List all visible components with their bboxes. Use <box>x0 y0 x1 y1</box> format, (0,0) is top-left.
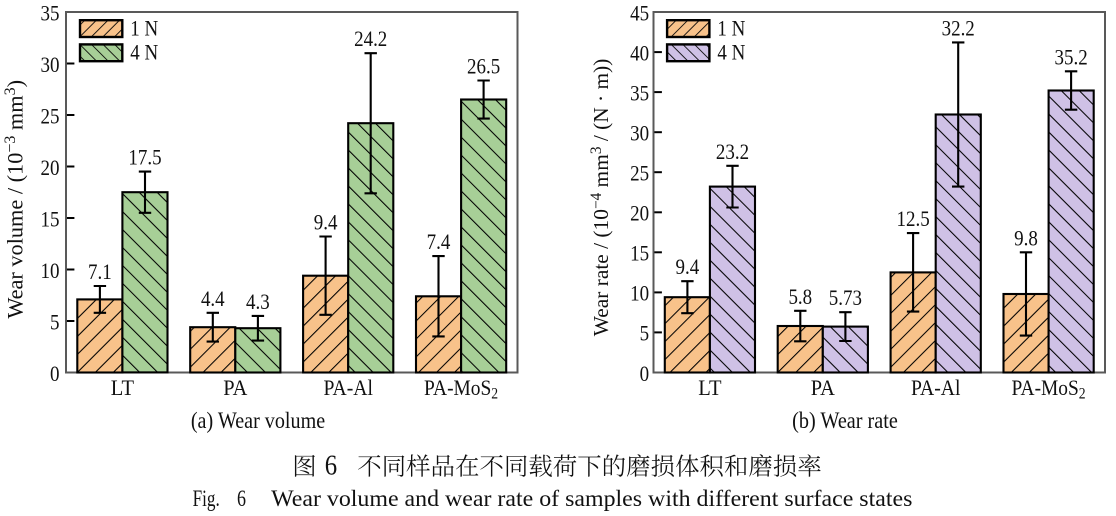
svg-text:PA-Al: PA-Al <box>323 375 373 400</box>
svg-text:15: 15 <box>630 241 649 266</box>
svg-text:30: 30 <box>41 52 60 77</box>
svg-text:25: 25 <box>41 103 60 128</box>
svg-text:35.2: 35.2 <box>1055 44 1088 69</box>
svg-text:PA: PA <box>811 375 835 400</box>
svg-text:20: 20 <box>41 155 60 180</box>
svg-text:Fig.: Fig. <box>193 486 220 512</box>
svg-text:PA: PA <box>223 375 247 400</box>
svg-text:9.8: 9.8 <box>1014 225 1038 250</box>
svg-text:0: 0 <box>50 361 60 386</box>
svg-text:25: 25 <box>630 161 649 186</box>
svg-text:40: 40 <box>630 40 649 65</box>
svg-text:10: 10 <box>630 281 649 306</box>
svg-text:(a) Wear volume: (a) Wear volume <box>191 408 325 433</box>
svg-text:9.4: 9.4 <box>314 210 338 235</box>
svg-text:PA-MoS2: PA-MoS2 <box>424 375 498 403</box>
svg-text:20: 20 <box>630 201 649 226</box>
svg-text:12.5: 12.5 <box>897 206 930 231</box>
svg-text:(b) Wear rate: (b) Wear rate <box>792 408 898 433</box>
svg-text:4.3: 4.3 <box>246 289 270 314</box>
svg-text:24.2: 24.2 <box>354 26 387 51</box>
svg-text:35: 35 <box>630 80 649 105</box>
svg-text:6: 6 <box>237 486 246 512</box>
svg-text:26.5: 26.5 <box>467 54 500 79</box>
svg-text:6: 6 <box>325 450 337 482</box>
svg-text:10: 10 <box>41 258 60 283</box>
svg-text:17.5: 17.5 <box>128 145 161 170</box>
svg-text:4 N: 4 N <box>130 40 158 65</box>
svg-text:1 N: 1 N <box>130 16 158 41</box>
svg-text:1 N: 1 N <box>717 16 745 41</box>
svg-text:9.4: 9.4 <box>676 254 700 279</box>
svg-text:32.2: 32.2 <box>942 15 975 40</box>
svg-text:5.73: 5.73 <box>829 285 862 310</box>
svg-text:PA-MoS2: PA-MoS2 <box>1012 375 1086 403</box>
svg-text:7.1: 7.1 <box>88 259 112 284</box>
svg-text:LT: LT <box>698 375 722 400</box>
svg-text:23.2: 23.2 <box>716 139 749 164</box>
svg-text:45: 45 <box>630 0 649 25</box>
svg-text:LT: LT <box>111 375 135 400</box>
svg-text:7.4: 7.4 <box>427 229 451 254</box>
svg-text:4 N: 4 N <box>717 40 745 65</box>
svg-text:5: 5 <box>640 321 650 346</box>
svg-text:Wear rate / (10−4 mm3 / (N · m: Wear rate / (10−4 mm3 / (N · m)) <box>588 59 613 337</box>
svg-text:4.4: 4.4 <box>201 286 225 311</box>
svg-text:PA-Al: PA-Al <box>911 375 961 400</box>
svg-text:Wear volume and wear rate of s: Wear volume and wear rate of samples wit… <box>271 486 912 512</box>
svg-text:5.8: 5.8 <box>788 284 812 309</box>
svg-text:0: 0 <box>640 361 650 386</box>
svg-text:5: 5 <box>50 309 60 334</box>
svg-text:35: 35 <box>41 0 60 25</box>
svg-text:15: 15 <box>41 206 60 231</box>
svg-text:30: 30 <box>630 121 649 146</box>
svg-text:Wear volume / (10−3 mm3): Wear volume / (10−3 mm3) <box>2 80 28 319</box>
